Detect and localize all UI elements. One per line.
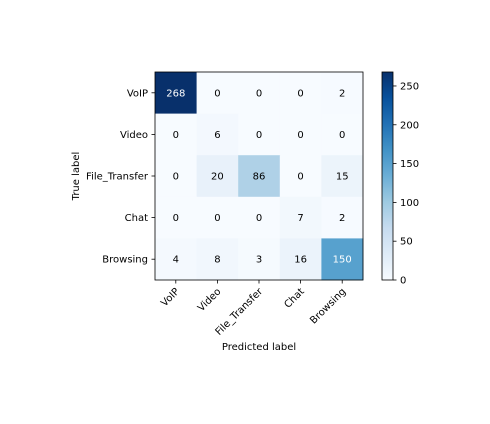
- heatmap-cell-labels: 268 0 0 0 20 6 0 0 00 20 86 0 150 0 0 7 24 8 3 16 150: [166, 88, 351, 265]
- heatmap-cell-value-1-1: 6: [214, 130, 220, 141]
- colorbar-tick-label: 150: [400, 159, 419, 170]
- x-axis-label: Predicted label: [222, 342, 296, 353]
- heatmap-cell-1-0: [155, 113, 197, 156]
- x-tick-label: Chat: [282, 286, 306, 310]
- heatmap-cell-3-3: [279, 196, 322, 239]
- y-axis-label: True label: [71, 152, 82, 202]
- heatmap-cell-value-4-0: 4: [173, 255, 179, 266]
- x-tick-label: Video: [196, 286, 224, 314]
- heatmap-cell-0-1: [196, 72, 239, 114]
- heatmap-cell-value-1-0: 0: [173, 130, 179, 141]
- heatmap-cell-2-0: [155, 155, 197, 198]
- heatmap-cell-value-3-0: 0: [173, 213, 179, 224]
- heatmap-cell-value-3-1: 0: [214, 213, 220, 224]
- colorbar-tick-label: 250: [400, 81, 419, 92]
- heatmap-cell-4-1: [196, 238, 239, 281]
- heatmap-cell-2-3: [279, 155, 322, 198]
- heatmap-cell-3-2: [238, 196, 281, 239]
- colorbar-tick-label: 0: [400, 276, 406, 287]
- colorbar-tick-label: 200: [400, 120, 419, 131]
- x-tick-label: VoIP: [159, 286, 182, 309]
- y-tick-label: Video: [120, 130, 148, 141]
- heatmap-cell-value-1-3: 0: [297, 130, 303, 141]
- heatmap-cell-value-0-4: 2: [339, 88, 345, 99]
- heatmap-cells: [155, 72, 364, 281]
- heatmap-cell-4-3: [279, 238, 322, 281]
- y-tick-label: File_Transfer: [86, 172, 149, 183]
- heatmap-cell-value-0-0: 268: [166, 88, 185, 99]
- y-tick-label: Browsing: [102, 255, 148, 266]
- y-axis-ticks: VoIP Video File_Transfer Chat Browsing: [86, 88, 155, 266]
- heatmap-cell-value-1-4: 0: [339, 130, 345, 141]
- colorbar-tick-label: 100: [400, 198, 419, 209]
- heatmap-cell-value-2-2: 86: [253, 172, 266, 183]
- heatmap-cell-1-3: [279, 113, 322, 156]
- heatmap-cell-3-1: [196, 196, 239, 239]
- heatmap-cell-1-4: [321, 113, 364, 156]
- heatmap-cell-2-4: [321, 155, 364, 198]
- heatmap-cell-value-2-4: 15: [336, 172, 349, 183]
- heatmap-cell-0-4: [321, 72, 364, 114]
- colorbar: [381, 71, 394, 281]
- heatmap-cell-value-4-2: 3: [256, 255, 262, 266]
- heatmap-cell-3-4: [321, 196, 364, 239]
- heatmap-cell-4-0: [155, 238, 197, 281]
- heatmap-cell-2-2: [238, 155, 281, 198]
- colorbar-ticks: 0 50 100 150 200 250: [393, 81, 419, 287]
- heatmap-cell-2-1: [196, 155, 239, 198]
- heatmap-cell-value-4-1: 8: [214, 255, 220, 266]
- y-tick-label: Chat: [125, 213, 148, 224]
- heatmap-cell-value-0-2: 0: [256, 88, 262, 99]
- heatmap-cell-value-4-3: 16: [294, 255, 307, 266]
- heatmap-cell-1-1: [196, 113, 239, 156]
- heatmap-cell-4-2: [238, 238, 281, 281]
- colorbar-tick-label: 50: [400, 237, 413, 248]
- heatmap-cell-value-3-2: 0: [256, 213, 262, 224]
- heatmap-cell-value-2-0: 0: [173, 172, 179, 183]
- heatmap-cell-value-1-2: 0: [256, 130, 262, 141]
- heatmap-cell-value-2-3: 0: [297, 172, 303, 183]
- heatmap-cell-value-0-3: 0: [297, 88, 303, 99]
- heatmap-cell-4-4: [321, 238, 364, 281]
- heatmap-cell-0-0: [155, 72, 197, 114]
- heatmap-cell-value-3-3: 7: [297, 213, 303, 224]
- heatmap-cell-3-0: [155, 196, 197, 239]
- heatmap-cell-value-4-4: 150: [333, 255, 352, 266]
- heatmap-cell-1-2: [238, 113, 281, 156]
- heatmap-cell-value-3-4: 2: [339, 213, 345, 224]
- heatmap-cell-value-2-1: 20: [211, 172, 224, 183]
- heatmap-cell-0-3: [279, 72, 322, 114]
- x-tick-label: Browsing: [308, 286, 348, 326]
- y-tick-label: VoIP: [127, 88, 148, 99]
- heatmap-cell-0-2: [238, 72, 281, 114]
- heatmap-cell-value-0-1: 0: [214, 88, 220, 99]
